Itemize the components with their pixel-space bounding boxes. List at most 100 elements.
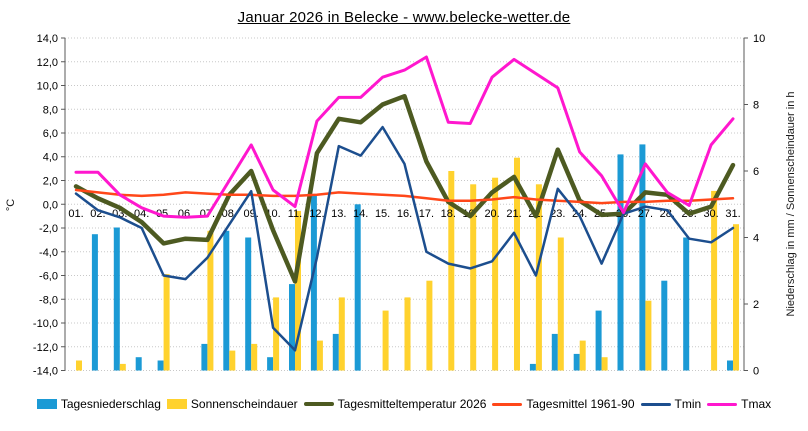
x-axis-label: 15. [375, 208, 390, 220]
bar-sonnenschein-day-19 [470, 184, 477, 371]
bar-sonnenschein-day-23 [557, 237, 564, 371]
legend-swatch-line [640, 402, 671, 406]
right-axis-title: Niederschlag in mm / Sonnenscheindauer i… [785, 91, 797, 316]
bar-niederschlag-day-10 [267, 357, 274, 371]
bar-sonnenschein-day-13 [338, 297, 345, 371]
x-axis-label: 27. [638, 208, 653, 220]
bar-sonnenschein-day-30 [711, 190, 718, 371]
left-axis-tick-label: -6,0 [39, 271, 58, 283]
left-axis-title: °C [5, 199, 17, 211]
legend-label: Tmin [674, 397, 702, 411]
bar-sonnenschein-day-9 [251, 343, 258, 371]
legend-item-sonnenscheindauer: Sonnenscheindauer [166, 397, 298, 411]
bar-sonnenschein-day-16 [404, 297, 411, 371]
bar-niederschlag-day-22 [529, 363, 536, 371]
left-axis-tick-label: 6,0 [43, 128, 58, 140]
bar-sonnenschein-day-24 [579, 340, 586, 371]
bar-niederschlag-day-3 [113, 227, 120, 371]
right-axis-tick-label: 10 [753, 33, 765, 45]
right-axis-tick-label: 4 [753, 233, 759, 245]
left-axis-tick-label: 2,0 [43, 176, 58, 188]
bar-sonnenschein-day-31 [733, 224, 739, 371]
x-axis-label: 30. [703, 208, 718, 220]
bar-sonnenschein-day-1 [76, 360, 82, 371]
legend-label: Tagesniederschlag [60, 397, 161, 411]
left-axis-tick-label: -4,0 [39, 247, 58, 259]
x-axis-label: 18. [441, 208, 456, 220]
bar-niederschlag-day-27 [639, 144, 646, 371]
right-axis-tick-label: 2 [753, 299, 759, 311]
bar-niederschlag-day-12 [310, 194, 317, 371]
right-axis-tick-label: 6 [753, 166, 759, 178]
left-axis-tick-label: -10,0 [33, 318, 58, 330]
left-axis-tick-label: -2,0 [39, 223, 58, 235]
right-axis-tick-label: 0 [753, 366, 759, 378]
legend-item-tmin: Tmin [640, 397, 702, 411]
legend-label: Tagesmittel 1961-90 [526, 397, 635, 411]
bar-niederschlag-day-13 [332, 333, 339, 371]
x-axis-label: 21. [506, 208, 521, 220]
bar-niederschlag-day-26 [617, 154, 624, 371]
legend-item-tagesniederschlag: Tagesniederschlag [36, 397, 161, 411]
legend-item-tagesmittel-1961-90: Tagesmittel 1961-90 [492, 397, 635, 411]
bar-niederschlag-day-14 [354, 204, 361, 371]
x-axis-label: 17. [419, 208, 434, 220]
bar-sonnenschein-day-8 [229, 350, 236, 371]
bar-sonnenschein-day-3 [119, 363, 126, 371]
bar-niederschlag-day-4 [135, 357, 142, 371]
chart-title: Januar 2026 in Belecke - www.belecke-wet… [237, 9, 571, 26]
bar-sonnenschein-day-10 [273, 297, 280, 371]
x-axis-label: 23. [550, 208, 565, 220]
bar-niederschlag-day-7 [201, 343, 208, 371]
left-axis-tick-label: 12,0 [37, 57, 58, 69]
legend-item-tagesmitteltemperatur-2026: Tagesmitteltemperatur 2026 [303, 397, 487, 411]
left-axis-tick-label: 0,0 [43, 199, 58, 211]
x-axis-label: 12. [309, 208, 324, 220]
bar-sonnenschein-day-7 [207, 230, 214, 371]
legend-label: Tagesmitteltemperatur 2026 [337, 397, 487, 411]
line-tagesmittel-1961-90 [74, 188, 735, 205]
bar-sonnenschein-day-27 [645, 300, 652, 371]
bar-niederschlag-day-31 [727, 360, 733, 371]
bar-sonnenschein-day-17 [426, 280, 433, 371]
legend-label: Sonnenscheindauer [190, 397, 298, 411]
bar-sonnenschein-day-12 [316, 340, 323, 371]
line-tmax [74, 55, 735, 219]
left-axis-tick-label: 8,0 [43, 104, 58, 116]
bar-niederschlag-day-24 [573, 353, 580, 371]
left-axis-tick-label: 4,0 [43, 152, 58, 164]
bar-sonnenschein-day-20 [492, 177, 499, 371]
bar-niederschlag-day-11 [289, 284, 295, 371]
right-axis-tick-label: 8 [753, 100, 759, 112]
x-axis-label: 14. [353, 208, 368, 220]
bar-niederschlag-day-29 [683, 237, 690, 371]
x-axis-label: 01. [68, 208, 83, 220]
bar-sonnenschein-day-25 [601, 357, 608, 371]
bar-sonnenschein-day-22 [535, 184, 542, 371]
bar-niederschlag-day-2 [91, 234, 98, 371]
x-axis-label: 31. [725, 208, 740, 220]
legend-swatch-line [303, 401, 334, 407]
bar-niederschlag-day-9 [245, 237, 252, 371]
legend-swatch-line [492, 402, 523, 406]
bar-sonnenschein-day-15 [382, 310, 389, 371]
left-axis-tick-label: -14,0 [33, 366, 58, 378]
bar-niederschlag-day-25 [595, 310, 602, 371]
bar-sonnenschein-day-21 [514, 157, 520, 371]
left-axis-tick-label: -8,0 [39, 294, 58, 306]
x-axis-label: 11. [288, 208, 302, 220]
chart-legend: Tagesniederschlag Sonnenscheindauer Tagesm… [0, 397, 808, 411]
bar-niederschlag-day-8 [223, 230, 230, 371]
x-axis-label: 16. [397, 208, 412, 220]
bar-niederschlag-day-23 [551, 333, 558, 371]
legend-item-tmax: Tmax [707, 397, 771, 411]
left-axis-tick-label: -12,0 [33, 342, 58, 354]
legend-swatch-bar [36, 399, 57, 409]
x-axis-label: 13. [331, 208, 346, 220]
bar-sonnenschein-day-18 [448, 171, 455, 371]
legend-swatch-line [707, 402, 738, 406]
bar-niederschlag-day-5 [157, 360, 164, 371]
legend-swatch-bar [166, 399, 187, 409]
